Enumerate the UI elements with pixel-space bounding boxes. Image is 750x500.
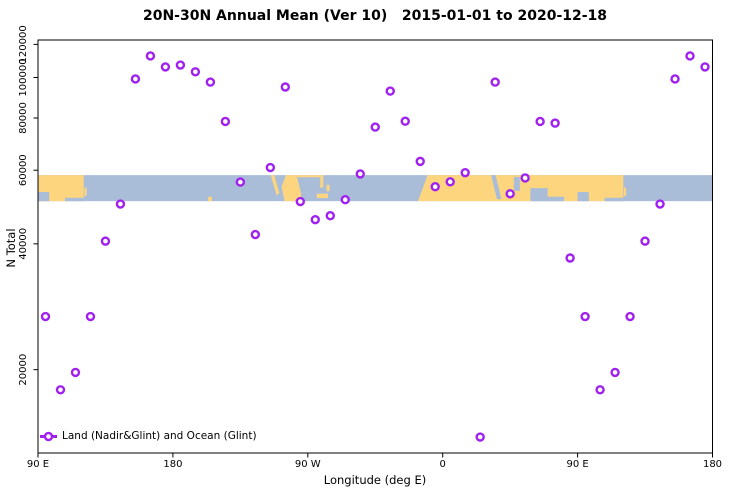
data-point	[280, 82, 291, 92]
data-point	[535, 116, 545, 127]
data-point	[520, 173, 530, 183]
plot-box	[37, 39, 713, 454]
data-point	[115, 199, 126, 209]
data-point	[40, 311, 51, 322]
ocean-patch	[577, 192, 589, 202]
ocean-patch	[530, 188, 548, 202]
x-tick-label: 180	[163, 459, 182, 470]
data-point	[565, 253, 575, 263]
legend-marker	[43, 431, 54, 442]
ocean-patch	[64, 197, 84, 202]
data-point	[505, 189, 515, 199]
data-point	[355, 169, 365, 179]
data-point	[475, 432, 485, 442]
data-point	[595, 385, 605, 395]
y-tick-label: 40000	[18, 228, 29, 260]
data-point	[430, 181, 440, 192]
x-tick-label: 90 E	[566, 459, 588, 470]
land-patch	[84, 187, 87, 196]
y-tick-label: 60000	[18, 154, 29, 186]
land-patch	[623, 187, 627, 196]
data-point	[370, 122, 380, 132]
data-point	[445, 177, 455, 187]
land-patch	[326, 184, 330, 192]
land-patch	[320, 175, 324, 188]
data-point	[265, 162, 276, 173]
data-point	[415, 156, 425, 167]
data-point	[145, 51, 156, 61]
data-point	[385, 86, 395, 96]
y-tick-label: 120000	[18, 25, 29, 63]
data-point	[610, 367, 620, 378]
data-point	[130, 74, 141, 84]
ocean-patch	[604, 197, 624, 202]
land-patch	[281, 175, 302, 202]
data-point	[70, 367, 81, 378]
data-point	[85, 311, 96, 322]
data-point	[340, 195, 350, 205]
data-point	[655, 199, 665, 209]
data-point	[325, 211, 335, 221]
data-point	[205, 77, 216, 87]
land-patch	[296, 175, 322, 178]
ocean-patch	[513, 176, 520, 191]
ocean-patch	[38, 192, 50, 202]
data-point	[490, 77, 500, 87]
data-point	[100, 236, 111, 246]
y-tick-label: 100000	[18, 58, 29, 96]
land-patch	[270, 175, 280, 196]
data-point	[190, 67, 201, 77]
data-point	[295, 196, 306, 207]
data-point	[670, 74, 680, 84]
x-tick-label: 90 W	[295, 459, 321, 470]
data-point	[625, 311, 635, 322]
y-axis-label: N Total	[4, 228, 18, 268]
y-tick-label: 20000	[18, 354, 29, 386]
data-point	[220, 116, 231, 127]
y-tick-label: 80000	[18, 102, 29, 134]
ocean-patch	[491, 175, 502, 200]
data-point	[310, 214, 320, 225]
x-axis-label: Longitude (deg E)	[323, 473, 427, 487]
data-point	[160, 62, 171, 72]
data-point	[175, 60, 186, 70]
data-point	[250, 229, 261, 240]
x-tick-label: 180	[703, 459, 722, 470]
ocean-patch	[547, 196, 565, 202]
data-point	[235, 177, 246, 187]
data-point	[700, 62, 710, 72]
land-patch	[316, 193, 329, 199]
x-tick-label: 90 E	[27, 459, 49, 470]
data-point	[460, 167, 470, 178]
data-point	[400, 116, 410, 126]
land-patch	[417, 175, 624, 202]
data-point	[580, 311, 590, 322]
x-tick-label: 0	[440, 459, 446, 470]
data-point	[640, 236, 650, 246]
chart-title: 20N-30N Annual Mean (Ver 10) 2015-01-01 …	[142, 8, 608, 24]
data-point	[550, 118, 560, 128]
data-point	[685, 51, 695, 61]
legend-label: Land (Nadir&Glint) and Ocean (Glint)	[62, 430, 257, 442]
land-patch	[208, 196, 212, 202]
data-point	[55, 385, 66, 395]
